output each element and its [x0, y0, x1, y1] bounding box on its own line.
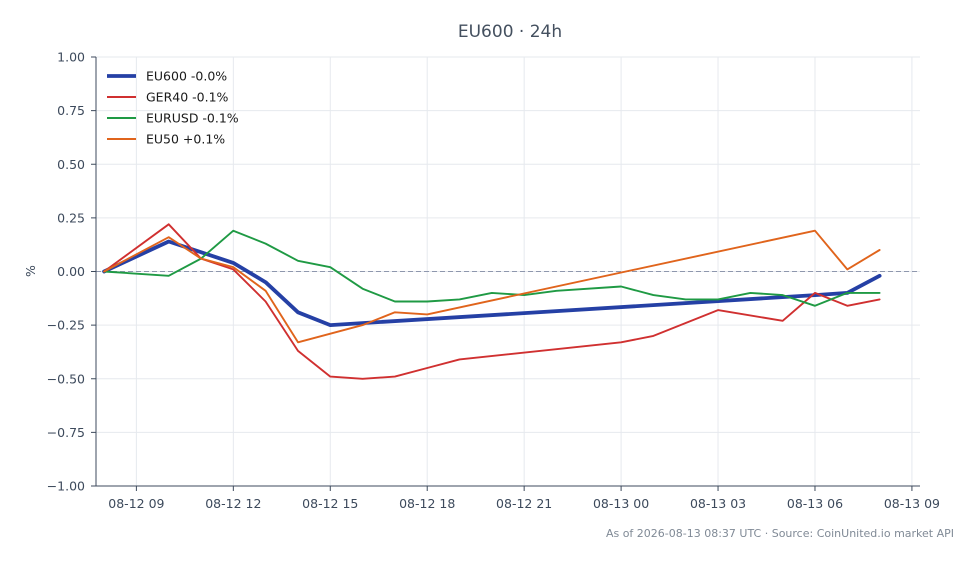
x-tick-label: 08-13 03 [690, 496, 746, 511]
y-tick-label: −0.25 [47, 318, 85, 333]
y-tick-label: 0.75 [57, 103, 85, 118]
legend-entry: GER40 -0.1% [146, 90, 229, 105]
x-tick-label: 08-13 00 [593, 496, 649, 511]
series-line-4 [103, 229, 881, 344]
legend-entry: EURUSD -0.1% [146, 111, 239, 126]
y-tick-labels: 1.00 0.75 0.50 0.25 0.00 −0.25 −0.50 −0.75 −1.00 [47, 50, 85, 494]
x-tick-label: 08-12 18 [399, 496, 455, 511]
axes [91, 56, 920, 491]
y-axis-label: % [23, 265, 38, 277]
y-tick-label: 1.00 [57, 50, 85, 65]
legend: EU600 -0.0% GER40 -0.1% EURUSD -0.1% EU50 +… [107, 69, 239, 147]
series-line-1 [102, 239, 882, 328]
x-tick-label: 08-13 06 [787, 496, 843, 511]
x-tick-label: 08-12 12 [205, 496, 261, 511]
y-tick-label: 0.25 [57, 210, 85, 225]
legend-entry: EU600 -0.0% [146, 69, 227, 84]
x-tick-labels: 08-12 09 08-12 12 08-12 15 08-12 18 08-12 21… [108, 496, 940, 511]
x-tick-label: 08-12 15 [302, 496, 358, 511]
y-tick-label: 0.00 [57, 264, 85, 279]
y-tick-label: −0.75 [47, 425, 85, 440]
x-tick-label: 08-12 09 [108, 496, 164, 511]
chart-title: EU600 · 24h [458, 22, 562, 42]
y-tick-label: 0.50 [57, 157, 85, 172]
series-line-3 [103, 229, 881, 307]
x-tick-label: 08-12 21 [496, 496, 552, 511]
y-tick-label: −0.50 [47, 371, 85, 386]
legend-entry: EU50 +0.1% [146, 132, 225, 147]
source-footer: As of 2026-08-13 08:37 UTC · Source: Coi… [606, 527, 954, 540]
series-line-2 [103, 223, 881, 380]
x-tick-label: 08-13 09 [884, 496, 940, 511]
y-tick-label: −1.00 [47, 479, 85, 494]
series-lines [102, 223, 882, 380]
